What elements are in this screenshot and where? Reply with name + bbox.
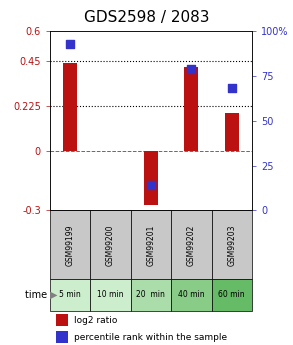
Bar bbox=[131, 210, 171, 279]
Text: 10 min: 10 min bbox=[97, 290, 124, 299]
Bar bbox=[212, 279, 252, 311]
Text: GDS2598 / 2083: GDS2598 / 2083 bbox=[84, 10, 209, 25]
Bar bbox=[144, 151, 158, 206]
Text: log2 ratio: log2 ratio bbox=[74, 316, 117, 325]
Text: percentile rank within the sample: percentile rank within the sample bbox=[74, 333, 227, 342]
Text: GSM99200: GSM99200 bbox=[106, 224, 115, 266]
Text: ▶: ▶ bbox=[50, 290, 57, 300]
Bar bbox=[56, 314, 68, 326]
Point bbox=[149, 183, 153, 188]
Text: 60 min: 60 min bbox=[219, 290, 245, 299]
Text: 5 min: 5 min bbox=[59, 290, 81, 299]
Text: GSM99199: GSM99199 bbox=[66, 224, 74, 266]
Bar bbox=[56, 331, 68, 343]
Bar bbox=[50, 210, 90, 279]
Bar bbox=[171, 279, 212, 311]
Text: GSM99201: GSM99201 bbox=[146, 224, 155, 266]
Point bbox=[229, 86, 234, 91]
Text: GSM99202: GSM99202 bbox=[187, 224, 196, 266]
Text: 20  min: 20 min bbox=[137, 290, 165, 299]
Bar bbox=[131, 279, 171, 311]
Bar bbox=[90, 210, 131, 279]
Point bbox=[68, 41, 72, 46]
Bar bbox=[171, 210, 212, 279]
Bar bbox=[50, 279, 90, 311]
Text: 40 min: 40 min bbox=[178, 290, 205, 299]
Bar bbox=[90, 279, 131, 311]
Text: time: time bbox=[25, 290, 50, 300]
Text: GSM99203: GSM99203 bbox=[227, 224, 236, 266]
Bar bbox=[63, 63, 77, 151]
Bar bbox=[212, 210, 252, 279]
Point bbox=[189, 66, 194, 71]
Bar bbox=[225, 113, 239, 151]
Bar bbox=[184, 67, 198, 151]
